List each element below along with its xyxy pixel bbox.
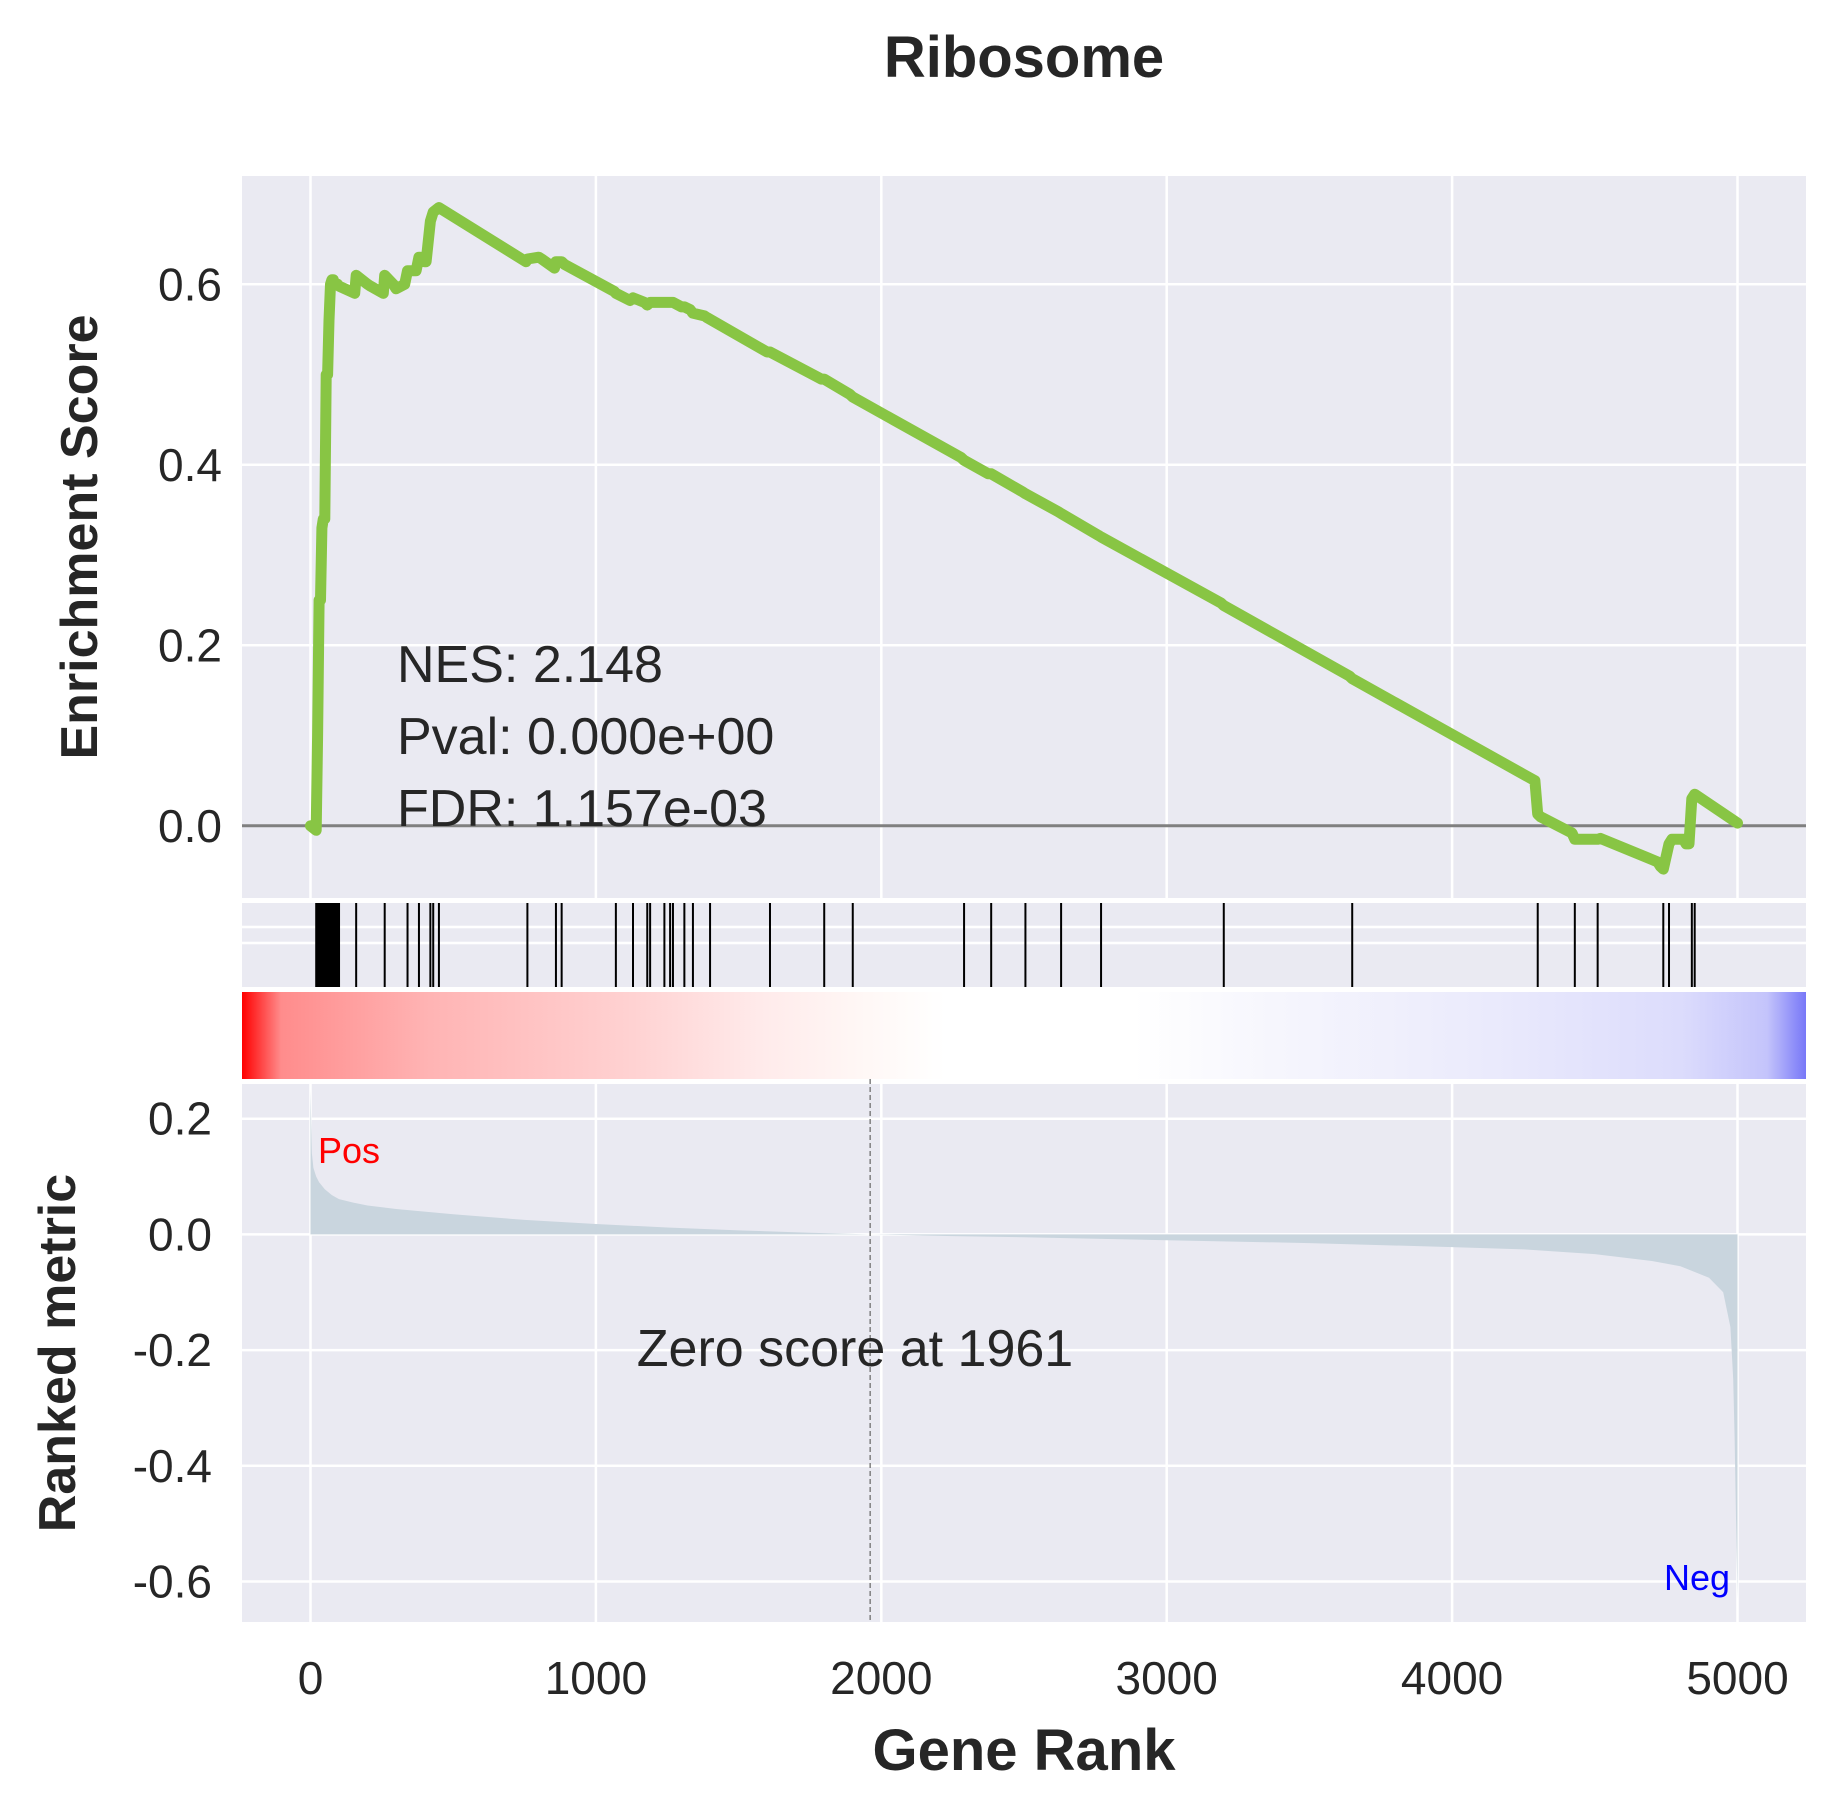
neg-label: Neg [1664,1557,1730,1598]
ranked-metric-y-tick-label: 0.2 [148,1093,212,1145]
fdr-text: FDR: 1.157e-03 [397,780,767,838]
rank-colorbar [242,992,1806,1079]
zero-score-label: Zero score at 1961 [637,1320,1073,1378]
x-tick-label: 1000 [545,1652,647,1704]
ranked-metric-y-ticks: 0.2 0.0 -0.2 -0.4 -0.6 [133,1093,212,1608]
enrichment-y-tick-label: 0.4 [158,439,222,491]
enrichment-y-tick-label: 0.6 [158,258,222,310]
x-tick-label: 4000 [1401,1652,1503,1704]
ranked-metric-panel-background [242,1084,1806,1622]
enrichment-score-line [305,202,1743,875]
enrichment-y-tick-label: 0.0 [158,800,222,852]
ranked-metric-panel: Zero score at 1961 Pos Neg 0.2 0.0 -0.2 -0.… [29,1079,1806,1622]
x-axis-ticks: 0 1000 2000 3000 4000 5000 [298,1652,1789,1704]
x-tick-label: 0 [298,1652,324,1704]
hit-markers [315,903,1696,987]
ranked-metric-y-axis-label: Ranked metric [29,1174,87,1532]
pval-text: Pval: 0.000e+00 [397,708,774,766]
ranked-metric-y-tick-label: -0.4 [133,1440,212,1492]
x-axis-label: Gene Rank [873,1718,1177,1783]
enrichment-y-tick-label: 0.2 [158,619,222,671]
hits-panel-background [242,903,1806,987]
enrichment-y-axis-label: Enrichment Score [51,314,109,759]
enrichment-y-ticks: 0.0 0.2 0.4 0.6 [158,258,222,852]
ranked-metric-y-tick-label: 0.0 [148,1208,212,1260]
enrichment-panel: 0.0 0.2 0.4 0.6 Enrichment Score NES: 2.148… [51,176,1806,898]
x-tick-label: 5000 [1686,1652,1788,1704]
nes-text: NES: 2.148 [397,636,663,694]
pos-label: Pos [318,1130,380,1171]
x-tick-label: 2000 [830,1652,932,1704]
hits-panel [242,903,1806,987]
enrichment-panel-background [242,176,1806,898]
ranked-metric-y-tick-label: -0.2 [133,1324,212,1376]
hits-gridlines [242,925,1806,945]
chart-title: Ribosome [884,25,1164,90]
ranked-metric-y-tick-label: -0.6 [133,1556,212,1608]
x-tick-label: 3000 [1116,1652,1218,1704]
